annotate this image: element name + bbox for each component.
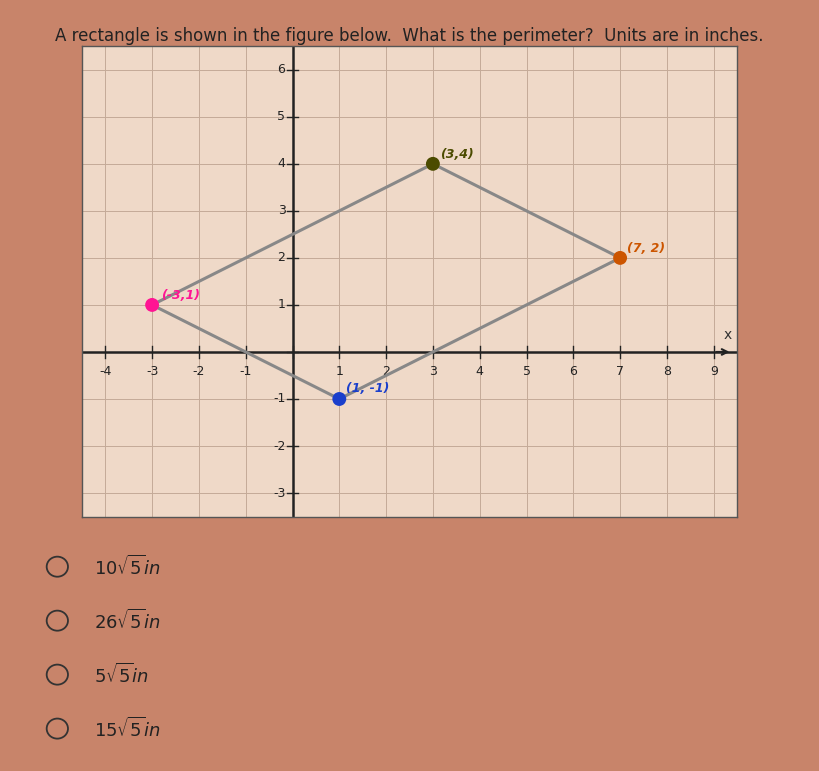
Text: 8: 8 <box>663 365 671 378</box>
Text: 1: 1 <box>335 365 343 378</box>
Text: -1: -1 <box>273 392 286 406</box>
Text: -2: -2 <box>192 365 205 378</box>
Point <box>427 158 440 170</box>
Text: (7, 2): (7, 2) <box>627 242 665 255</box>
Text: $10\sqrt{5}in$: $10\sqrt{5}in$ <box>94 554 161 579</box>
Text: -3: -3 <box>146 365 158 378</box>
Text: $26\sqrt{5}in$: $26\sqrt{5}in$ <box>94 608 161 633</box>
Text: (1, -1): (1, -1) <box>346 382 390 395</box>
Text: -4: -4 <box>99 365 111 378</box>
Text: 5: 5 <box>523 365 531 378</box>
Text: -1: -1 <box>239 365 252 378</box>
Point <box>333 393 346 406</box>
Text: 1: 1 <box>278 298 286 311</box>
Text: 6: 6 <box>278 63 286 76</box>
Text: 6: 6 <box>569 365 577 378</box>
Text: -3: -3 <box>273 487 286 500</box>
Text: 2: 2 <box>382 365 390 378</box>
Text: x: x <box>724 328 732 342</box>
Text: 5: 5 <box>278 110 286 123</box>
Text: A rectangle is shown in the figure below.  What is the perimeter?  Units are in : A rectangle is shown in the figure below… <box>55 27 764 45</box>
Text: 3: 3 <box>278 204 286 217</box>
Text: $15\sqrt{5}in$: $15\sqrt{5}in$ <box>94 716 161 741</box>
Text: (-3,1): (-3,1) <box>161 289 201 302</box>
Point <box>613 251 627 264</box>
Text: 2: 2 <box>278 251 286 264</box>
Text: $5\sqrt{5}in$: $5\sqrt{5}in$ <box>94 662 149 687</box>
Text: 3: 3 <box>429 365 437 378</box>
Text: 9: 9 <box>710 365 717 378</box>
Text: 4: 4 <box>278 157 286 170</box>
Point <box>146 299 159 311</box>
Text: 4: 4 <box>476 365 484 378</box>
Text: -2: -2 <box>273 439 286 453</box>
Text: 7: 7 <box>616 365 624 378</box>
Text: (3,4): (3,4) <box>440 148 473 161</box>
